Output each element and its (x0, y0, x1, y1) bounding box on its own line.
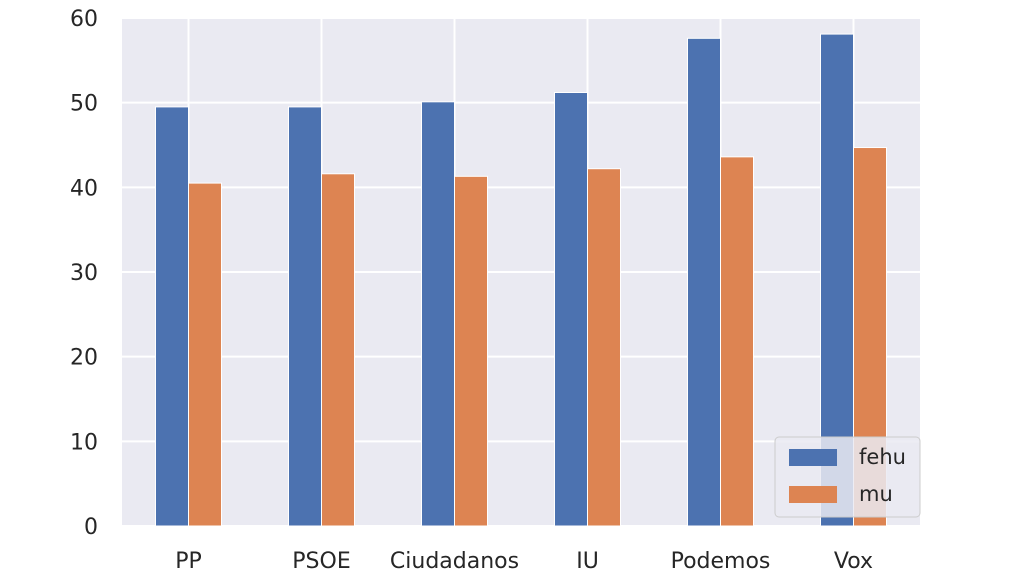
y-tick-label: 60 (70, 7, 98, 32)
legend: fehu mu (774, 436, 921, 518)
y-tick-label: 20 (70, 346, 98, 371)
legend-swatch-mu (789, 486, 837, 503)
x-tick-label: Vox (834, 549, 873, 574)
y-tick-label: 40 (70, 176, 98, 201)
bar-fehu-iu (554, 92, 588, 527)
x-tick-label: IU (576, 549, 599, 574)
x-axis-ticks: PP PSOE Ciudadanos IU Podemos Vox (175, 549, 873, 574)
bar-mu-podemos (720, 156, 754, 527)
y-axis-ticks: 0 10 20 30 40 50 60 (70, 7, 98, 540)
bar-fehu-podemos (687, 37, 721, 527)
x-tick-label: PSOE (292, 549, 350, 574)
x-tick-label: PP (175, 549, 202, 574)
bar-fehu-psoe (288, 106, 322, 527)
bar-mu-psoe (321, 173, 355, 527)
bars (155, 33, 887, 527)
bar-fehu-pp (155, 106, 189, 527)
x-tick-label: Podemos (671, 549, 771, 574)
legend-label-fehu: fehu (859, 445, 906, 469)
legend-swatch-fehu (789, 449, 837, 466)
y-tick-label: 10 (70, 430, 98, 455)
bar-fehu-ciudadanos (421, 101, 455, 527)
x-tick-label: Ciudadanos (390, 549, 519, 574)
y-tick-label: 30 (70, 261, 98, 286)
bar-mu-pp (188, 182, 222, 527)
bar-mu-iu (587, 168, 621, 527)
y-tick-label: 0 (84, 515, 98, 540)
bar-mu-ciudadanos (454, 175, 488, 527)
legend-label-mu: mu (859, 482, 893, 506)
y-tick-label: 50 (70, 92, 98, 117)
